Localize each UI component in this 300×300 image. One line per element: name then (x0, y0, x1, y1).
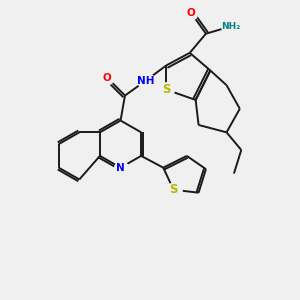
Text: S: S (169, 183, 178, 196)
Text: S: S (162, 83, 170, 96)
Text: O: O (103, 73, 112, 83)
Text: NH₂: NH₂ (221, 22, 241, 31)
Text: NH: NH (137, 76, 154, 86)
Text: O: O (187, 8, 196, 18)
Text: N: N (116, 163, 125, 173)
